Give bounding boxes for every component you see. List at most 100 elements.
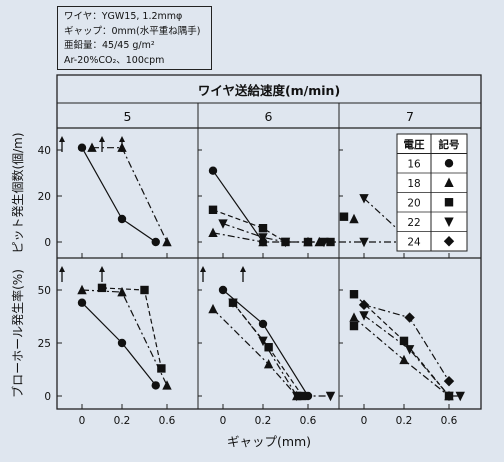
y-tick-label: 0 <box>44 237 51 249</box>
column-label-5: 5 <box>124 109 132 124</box>
data-point-v20 <box>339 212 349 221</box>
data-point-v16 <box>151 381 160 390</box>
data-point-v16 <box>117 214 127 224</box>
column-header-title: ワイヤ送給速度(m/min) <box>198 83 340 98</box>
data-point-v16 <box>151 237 160 247</box>
series-line-v22 <box>363 314 461 397</box>
conditions-box: ワイヤ：YGW15, 1.2mmφ ギャップ：0mm(水平重ね隅手) 亜鉛量：4… <box>57 6 212 70</box>
column-label-6: 6 <box>265 109 273 124</box>
legend-voltage-16: 16 <box>407 158 421 170</box>
data-point-v20 <box>97 283 107 293</box>
upward-arrow-head <box>119 136 125 142</box>
data-point-v16 <box>77 298 87 307</box>
series-line-v20 <box>353 293 450 397</box>
data-point-v18 <box>258 236 268 247</box>
x-tick-label: 0.6 <box>441 415 458 427</box>
data-point-v16 <box>117 338 127 348</box>
y-axis-label: ピット発生個数(個/m) <box>10 132 25 253</box>
data-point-v22 <box>359 237 369 248</box>
data-point-v18 <box>399 354 409 365</box>
data-point-v16 <box>77 143 87 152</box>
data-point-v18 <box>77 284 87 295</box>
data-point-v20 <box>228 298 238 307</box>
condition-wire: ワイヤ：YGW15, 1.2mmφ <box>64 11 183 22</box>
legend-header-symbol: 記号 <box>439 138 460 151</box>
legend-marker-20 <box>444 198 454 207</box>
x-tick-label: 0.2 <box>255 415 272 427</box>
data-point-v22 <box>359 194 369 204</box>
condition-zinc: 亜鉛量：45/45 g/m² <box>64 40 155 51</box>
data-point-v24 <box>443 375 455 387</box>
data-point-v18 <box>444 390 454 401</box>
data-point-v18 <box>162 236 172 247</box>
upward-arrow-head <box>99 136 105 142</box>
data-point-v20 <box>140 285 149 295</box>
legend-marker-24 <box>443 236 455 247</box>
column-label-7: 7 <box>406 109 414 124</box>
data-point-v18 <box>208 227 218 237</box>
data-point-v20 <box>298 391 307 401</box>
y-tick-label: 40 <box>38 145 51 157</box>
x-tick-label: 0.2 <box>396 415 413 427</box>
data-point-v22 <box>319 237 329 248</box>
data-point-v18 <box>314 236 324 247</box>
x-tick-label: 0 <box>220 415 227 427</box>
x-tick-label: 0.2 <box>114 415 131 427</box>
series-line-v18 <box>212 308 298 397</box>
data-point-v22 <box>258 336 268 347</box>
series-line-v16 <box>81 147 157 243</box>
data-point-v22 <box>325 391 336 402</box>
data-point-v24 <box>404 312 415 323</box>
series-line-v18 <box>92 147 168 243</box>
data-point-v16 <box>258 319 268 329</box>
data-point-v20 <box>157 364 166 373</box>
data-point-v18 <box>303 236 313 247</box>
data-point-v20 <box>399 336 409 346</box>
condition-gas: Ar-20%CO₂、100cpm <box>64 54 165 66</box>
y-tick-label: 0 <box>44 391 51 403</box>
series-line-v20 <box>212 209 331 243</box>
y-tick-label: 20 <box>38 191 51 203</box>
legend-header-voltage: 電圧 <box>404 139 425 151</box>
data-point-v20 <box>264 343 273 352</box>
x-tick-label: 0.6 <box>159 415 176 427</box>
x-tick-label: 0 <box>361 415 368 427</box>
series-line-v18 <box>353 317 450 397</box>
data-point-v18 <box>349 312 359 322</box>
data-point-v18 <box>349 213 359 224</box>
upward-arrow-head <box>59 136 65 142</box>
y-tick-label: 50 <box>38 285 51 297</box>
data-point-v20 <box>349 321 359 331</box>
data-point-v24 <box>358 299 370 311</box>
data-point-v16 <box>208 166 218 175</box>
data-point-v22 <box>359 311 369 321</box>
legend-voltage-22: 22 <box>407 217 420 229</box>
legend-voltage-18: 18 <box>407 178 420 190</box>
legend-marker-22 <box>444 217 454 227</box>
y-tick-label: 25 <box>38 338 51 350</box>
series-line-v18 <box>212 232 320 243</box>
data-point-v22 <box>218 219 228 229</box>
data-point-v22 <box>404 345 415 355</box>
data-point-v18 <box>87 142 97 152</box>
data-point-v18 <box>117 286 127 297</box>
data-point-v18 <box>263 359 274 369</box>
data-point-v22 <box>280 237 291 248</box>
data-point-v16 <box>218 285 228 295</box>
data-point-v20 <box>349 290 359 299</box>
series-line-v22 <box>222 223 286 243</box>
data-point-v20 <box>208 205 218 214</box>
upward-arrow-head <box>59 266 65 272</box>
legend-voltage-20: 20 <box>407 197 420 209</box>
upward-arrow-head <box>99 266 105 272</box>
y-axis-label: ブローホール発生率(%) <box>10 269 25 398</box>
x-axis-label: ギャップ(mm) <box>227 434 311 449</box>
data-point-v18 <box>162 380 172 390</box>
legend-voltage-24: 24 <box>407 236 421 248</box>
data-point-v22 <box>455 391 465 402</box>
data-point-v18 <box>208 303 218 314</box>
series-line-v22 <box>232 302 331 397</box>
upward-arrow-head <box>240 266 246 272</box>
x-tick-label: 0 <box>79 415 86 427</box>
